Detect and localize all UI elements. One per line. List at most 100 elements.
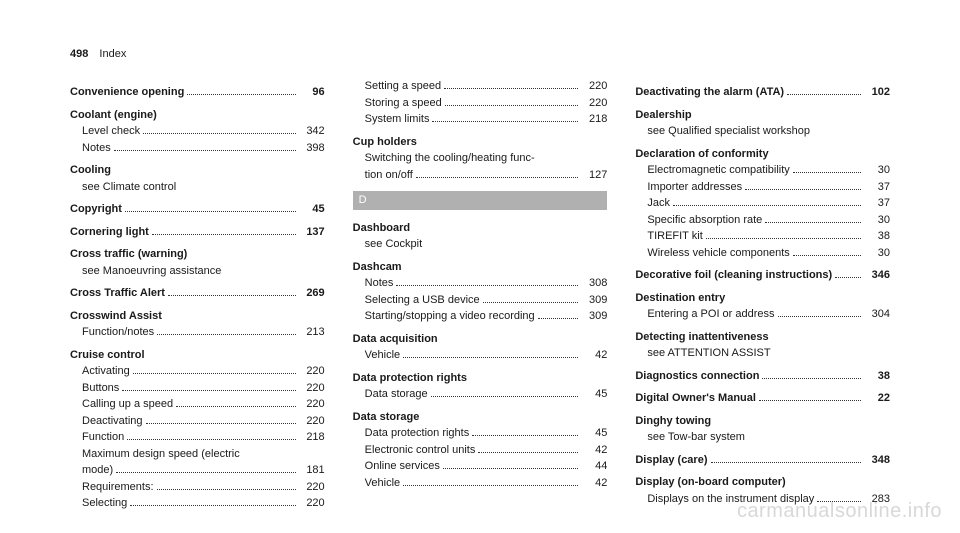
leader-dots (673, 205, 861, 206)
index-subentry: Switching the cooling/heating func- (353, 150, 608, 167)
page-ref: 30 (864, 212, 890, 229)
index-subentry: Level check342 (70, 123, 325, 140)
index-entry: Deactivating the alarm (ATA) 102 (635, 84, 890, 101)
leader-dots (759, 400, 861, 401)
index-entry-heading: Dashcam (353, 259, 608, 276)
index-subentry: Buttons220 (70, 380, 325, 397)
leader-dots (187, 94, 295, 95)
page-ref: 42 (581, 475, 607, 492)
page-ref: 348 (864, 452, 890, 469)
entry-label: System limits (365, 111, 430, 128)
index-subentry: Activating220 (70, 363, 325, 380)
page-ref: 220 (581, 95, 607, 112)
index-subentry: System limits 218 (353, 111, 608, 128)
page-ref: 304 (864, 306, 890, 323)
leader-dots (787, 94, 861, 95)
index-entry-heading: Declaration of conformity (635, 146, 890, 163)
index-subentry: Specific absorption rate 30 (635, 212, 890, 229)
index-entry-heading: Dashboard (353, 220, 608, 237)
entry-label: Activating (82, 363, 130, 380)
entry-label: Function (82, 429, 124, 446)
index-entry-heading: Cross traffic (warning) (70, 246, 325, 263)
index-subentry: Requirements:220 (70, 479, 325, 496)
page-ref: 42 (581, 347, 607, 364)
page-ref: 308 (581, 275, 607, 292)
index-subentry: Jack 37 (635, 195, 890, 212)
leader-dots (778, 316, 861, 317)
page-ref: 102 (864, 84, 890, 101)
entry-label: Deactivating the alarm (ATA) (635, 84, 784, 101)
watermark: carmanualsonline.info (737, 500, 942, 523)
page-ref: 30 (864, 245, 890, 262)
entry-label: Digital Owner's Manual (635, 390, 756, 407)
leader-dots (432, 121, 578, 122)
index-entry-heading: Cup holders (353, 134, 608, 151)
entry-label: Jack (647, 195, 670, 212)
index-subentry: Selecting 220 (70, 495, 325, 512)
leader-dots (152, 234, 296, 235)
index-entry: Copyright45 (70, 201, 325, 218)
leader-dots (538, 318, 579, 319)
index-entry-heading: Data acquisition (353, 331, 608, 348)
index-entry-heading: Coolant (engine) (70, 107, 325, 124)
index-subentry: Maximum design speed (electric (70, 446, 325, 463)
entry-label: Vehicle (365, 347, 400, 364)
page-ref: 346 (864, 267, 890, 284)
page-ref: 218 (581, 111, 607, 128)
page-ref: 398 (299, 140, 325, 157)
index-subentry: Data protection rights45 (353, 425, 608, 442)
page-ref: 96 (299, 84, 325, 101)
page-ref: 127 (581, 167, 607, 184)
page-ref: 220 (299, 495, 325, 512)
entry-label: Diagnostics connection (635, 368, 759, 385)
leader-dots (114, 150, 296, 151)
index-subentry: mode)181 (70, 462, 325, 479)
entry-label: Cross Traffic Alert (70, 285, 165, 302)
index-entry: Decorative foil (cleaning instructions)3… (635, 267, 890, 284)
index-subentry: Vehicle 42 (353, 347, 608, 364)
entry-label: Calling up a speed (82, 396, 173, 413)
entry-label: Data storage (365, 386, 428, 403)
index-entry-heading: Display (on-board computer) (635, 474, 890, 491)
entry-label: Selecting (82, 495, 127, 512)
index-subentry: Notes 398 (70, 140, 325, 157)
index-entry-heading: Cruise control (70, 347, 325, 364)
index-see-ref: see Qualified specialist workshop (635, 123, 890, 140)
page-ref: 220 (299, 479, 325, 496)
entry-label: Buttons (82, 380, 119, 397)
index-entry: Convenience opening96 (70, 84, 325, 101)
leader-dots (168, 295, 296, 296)
entry-label: TIREFIT kit (647, 228, 702, 245)
index-subentry: Deactivating220 (70, 413, 325, 430)
page-ref: 37 (864, 195, 890, 212)
entry-label: mode) (82, 462, 113, 479)
index-entry-heading: Crosswind Assist (70, 308, 325, 325)
index-subentry: Function218 (70, 429, 325, 446)
index-entry-heading: Detecting inattentiveness (635, 329, 890, 346)
entry-label: Specific absorption rate (647, 212, 762, 229)
leader-dots (403, 357, 578, 358)
entry-label: Notes (82, 140, 111, 157)
index-entry: Display (care)348 (635, 452, 890, 469)
leader-dots (122, 390, 295, 391)
leader-dots (706, 238, 861, 239)
page-ref: 45 (581, 425, 607, 442)
page-ref: 37 (864, 179, 890, 196)
index-entry: Digital Owner's Manual22 (635, 390, 890, 407)
entry-label: Notes (365, 275, 394, 292)
index-entry: Cross Traffic Alert269 (70, 285, 325, 302)
index-subentry: Notes 308 (353, 275, 608, 292)
leader-dots (443, 468, 578, 469)
leader-dots (125, 211, 296, 212)
page-ref: 213 (299, 324, 325, 341)
index-entry-heading: Data storage (353, 409, 608, 426)
leader-dots (793, 255, 861, 256)
leader-dots (396, 285, 578, 286)
entry-label: Storing a speed (365, 95, 442, 112)
leader-dots (176, 406, 296, 407)
index-subentry: tion on/off127 (353, 167, 608, 184)
page-ref: 342 (299, 123, 325, 140)
page-ref: 137 (299, 224, 325, 241)
leader-dots (711, 462, 862, 463)
index-column: Convenience opening96 Coolant (engine)Lev… (70, 78, 325, 512)
